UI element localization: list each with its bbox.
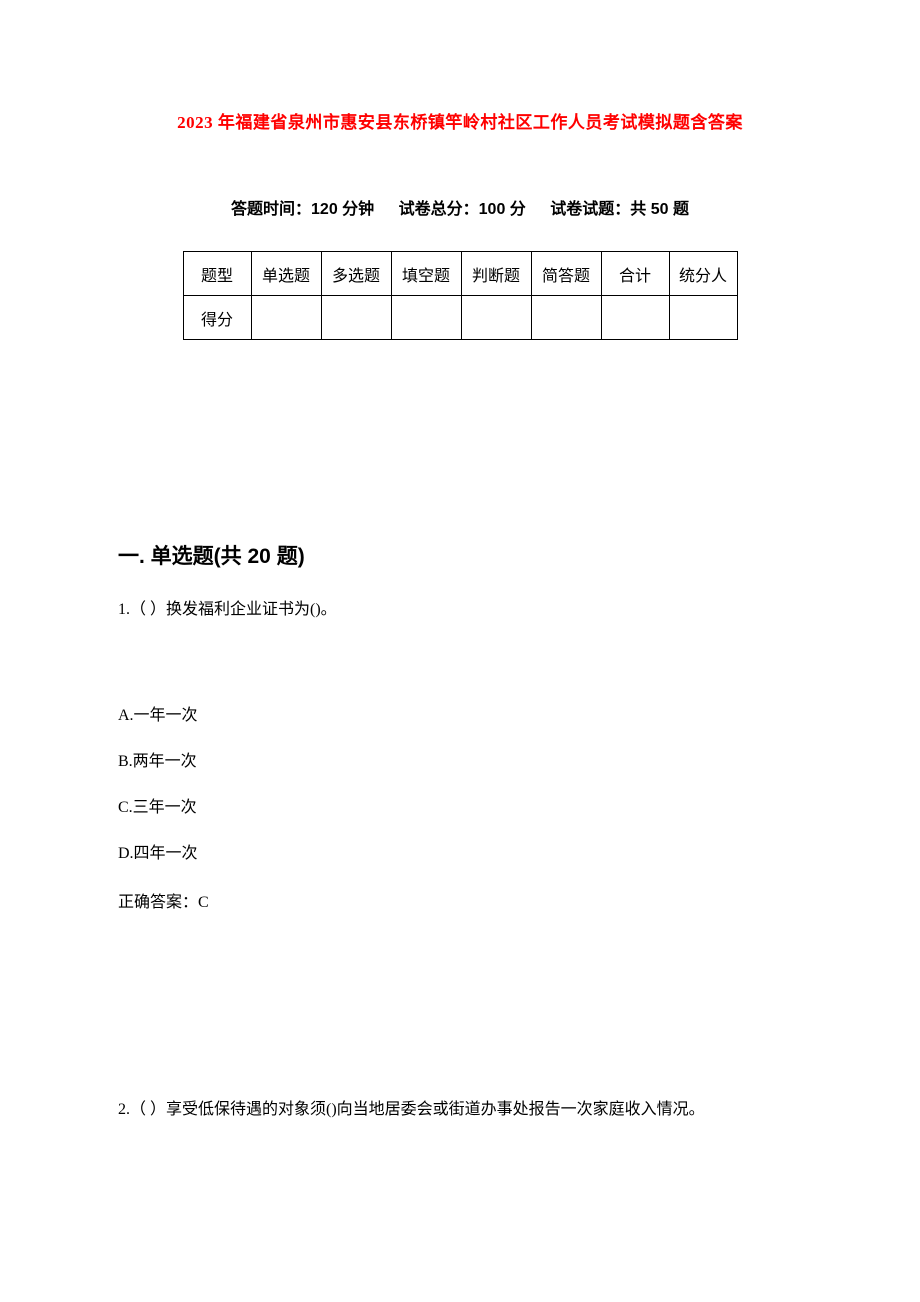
score-table: 题型 单选题 多选题 填空题 判断题 简答题 合计 统分人 得分 (183, 251, 738, 340)
th-judge: 判断题 (461, 252, 531, 296)
td-total-score (601, 296, 669, 340)
q2-stem: 2.（ ）享受低保待遇的对象须()向当地居委会或街道办事处报告一次家庭收入情况。 (118, 1098, 802, 1122)
th-scorer: 统分人 (669, 252, 737, 296)
exam-info-bar: 答题时间：120 分钟 试卷总分：100 分 试卷试题：共 50 题 (118, 195, 802, 219)
td-fill-score (391, 296, 461, 340)
q1-option-c: C.三年一次 (118, 796, 802, 820)
th-single: 单选题 (251, 252, 321, 296)
q1-option-a: A.一年一次 (118, 704, 802, 728)
exam-total: 试卷总分：100 分 (399, 201, 526, 218)
q1-option-b: B.两年一次 (118, 750, 802, 774)
exam-title: 2023 年福建省泉州市惠安县东桥镇竿岭村社区工作人员考试模拟题含答案 (118, 108, 802, 133)
th-multi: 多选题 (321, 252, 391, 296)
exam-time: 答题时间：120 分钟 (231, 201, 374, 218)
table-score-row: 得分 (183, 296, 737, 340)
table-header-row: 题型 单选题 多选题 填空题 判断题 简答题 合计 统分人 (183, 252, 737, 296)
q1-answer: 正确答案：C (118, 888, 802, 912)
td-judge-score (461, 296, 531, 340)
th-short: 简答题 (531, 252, 601, 296)
td-short-score (531, 296, 601, 340)
td-scorer (669, 296, 737, 340)
th-total: 合计 (601, 252, 669, 296)
exam-count: 试卷试题：共 50 题 (550, 201, 689, 218)
q1-option-d: D.四年一次 (118, 842, 802, 866)
td-single-score (251, 296, 321, 340)
td-multi-score (321, 296, 391, 340)
q1-stem: 1.（ ）换发福利企业证书为()。 (118, 598, 802, 622)
th-type: 题型 (183, 252, 251, 296)
th-fill: 填空题 (391, 252, 461, 296)
td-score-label: 得分 (183, 296, 251, 340)
section-1-header: 一. 单选题(共 20 题) (118, 540, 802, 570)
